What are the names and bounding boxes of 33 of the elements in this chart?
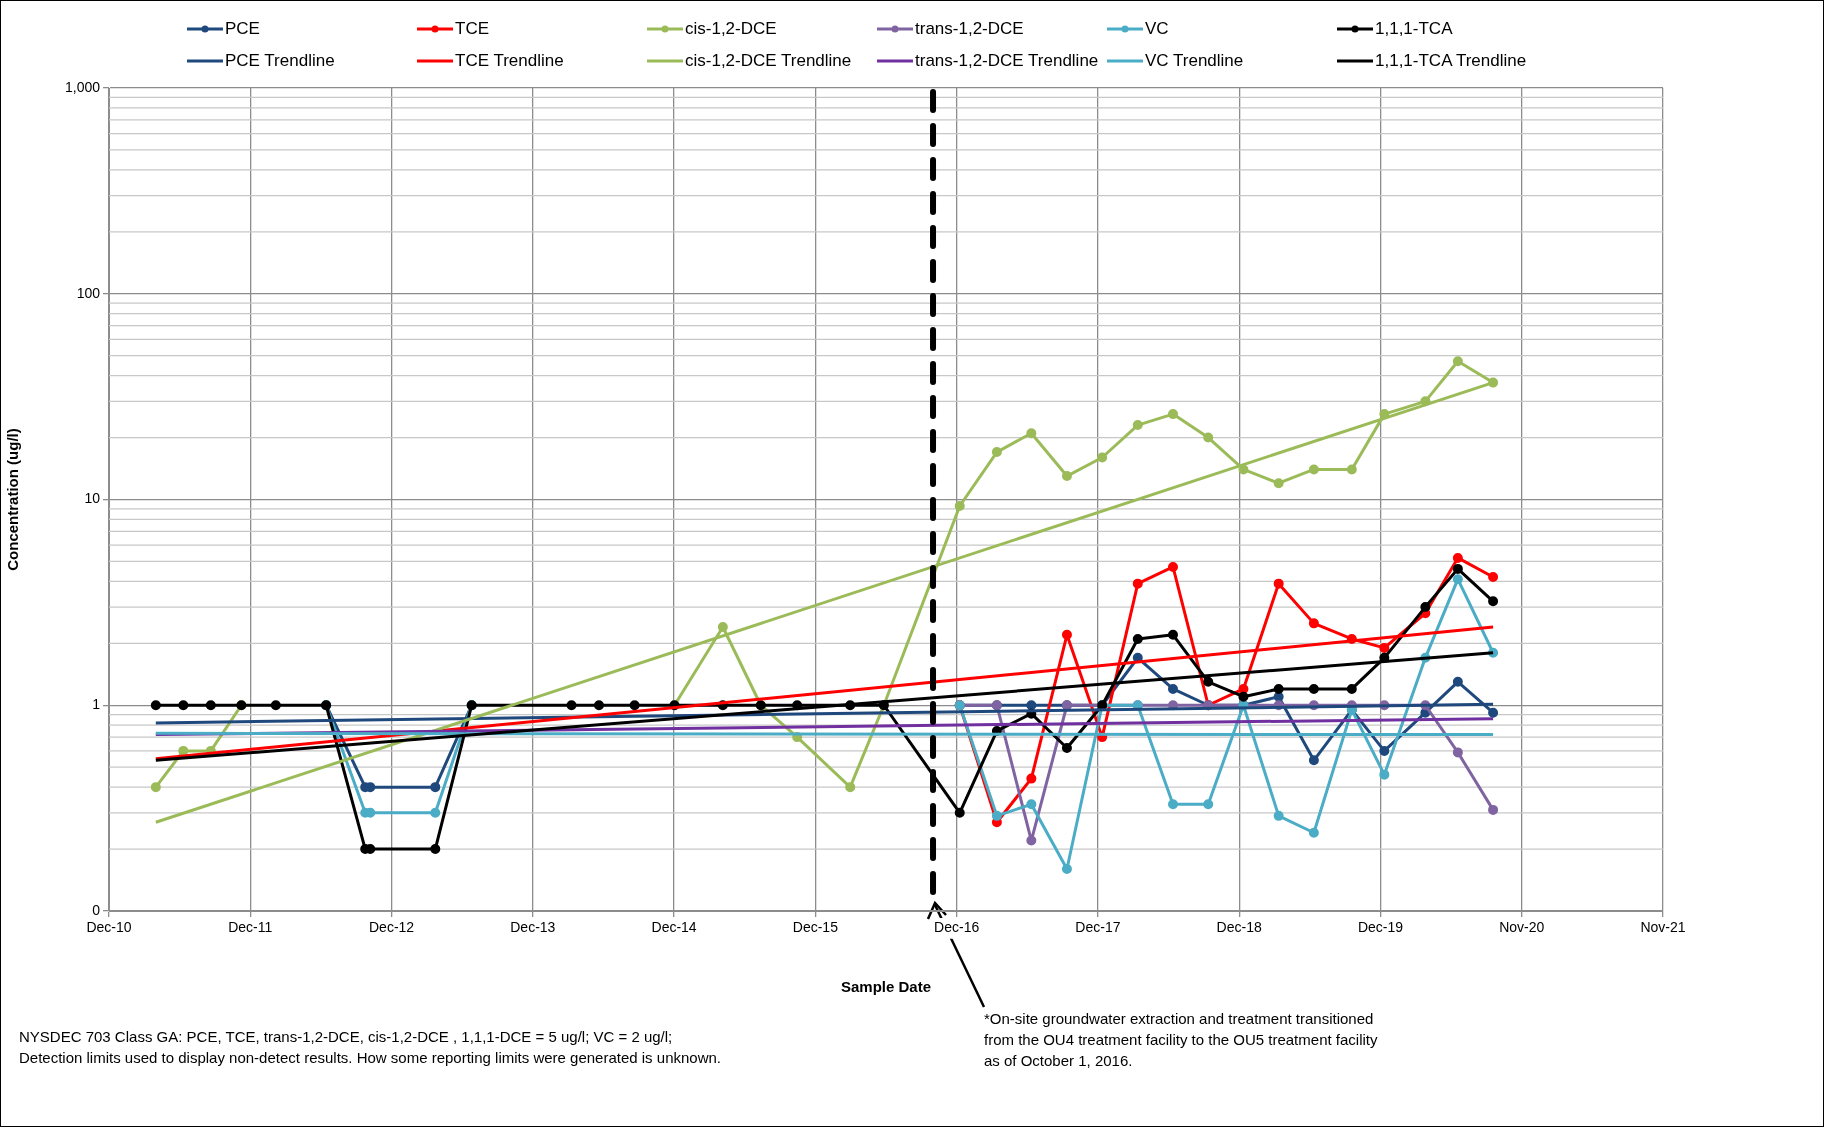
legend-label: PCE Trendline — [225, 51, 335, 71]
legend-label: VC — [1145, 19, 1169, 39]
x-tick-label: Nov-21 — [1640, 919, 1686, 936]
x-tick-label: Nov-20 — [1499, 919, 1545, 936]
y-tick-label: 1 — [92, 696, 101, 713]
legend-label: VC Trendline — [1145, 51, 1244, 71]
legend-label: trans-1,2-DCE Trendline — [915, 51, 1099, 71]
y-axis-title: Concentration (ug/l) — [4, 428, 22, 571]
x-tick-label: Dec-18 — [1216, 919, 1262, 936]
legend-label: PCE — [225, 19, 260, 39]
x-tick-label: Dec-12 — [368, 919, 415, 936]
legend-label: 1,1,1-TCA — [1375, 19, 1453, 39]
legend-label: TCE — [455, 19, 489, 39]
x-tick-label: Dec-16 — [934, 919, 980, 936]
text: NYSDEC 703 Class GA: PCE, TCE, trans-1,2-DCE, cis-1,2-DCE , 1,1,1-DCE = 5 ug/l; VC = 2 ug/l; Detection limits used to display non-detect results. How some reporting limits were generated is unknown. — [19, 1027, 721, 1068]
y-tick-label: 100 — [76, 284, 101, 301]
y-tick-label: 10 — [84, 490, 101, 507]
x-tick-label: Dec-17 — [1075, 919, 1121, 936]
x-tick-label: Dec-15 — [792, 919, 839, 936]
text: *On-site groundwater extraction and treatment transitioned from the OU4 treatment facility to the OU5 treatment facility as of October 1, 2016. — [984, 1009, 1378, 1071]
legend-label: trans-1,2-DCE — [915, 19, 1024, 39]
legend-label: cis-1,2-DCE Trendline — [685, 51, 852, 71]
x-tick-label: Dec-14 — [651, 919, 697, 936]
x-axis-title: Sample Date — [840, 978, 932, 996]
legend-label: TCE Trendline — [455, 51, 564, 71]
y-tick-label: 0 — [92, 901, 101, 918]
x-tick-label: Dec-11 — [228, 919, 273, 936]
legend-label: cis-1,2-DCE — [685, 19, 777, 39]
x-tick-label: Dec-19 — [1357, 919, 1404, 936]
legend-label: 1,1,1-TCA Trendline — [1375, 51, 1527, 71]
x-tick-label: Dec-10 — [86, 919, 132, 936]
y-tick-label: 1,000 — [64, 78, 101, 95]
x-tick-label: Dec-13 — [510, 919, 556, 936]
